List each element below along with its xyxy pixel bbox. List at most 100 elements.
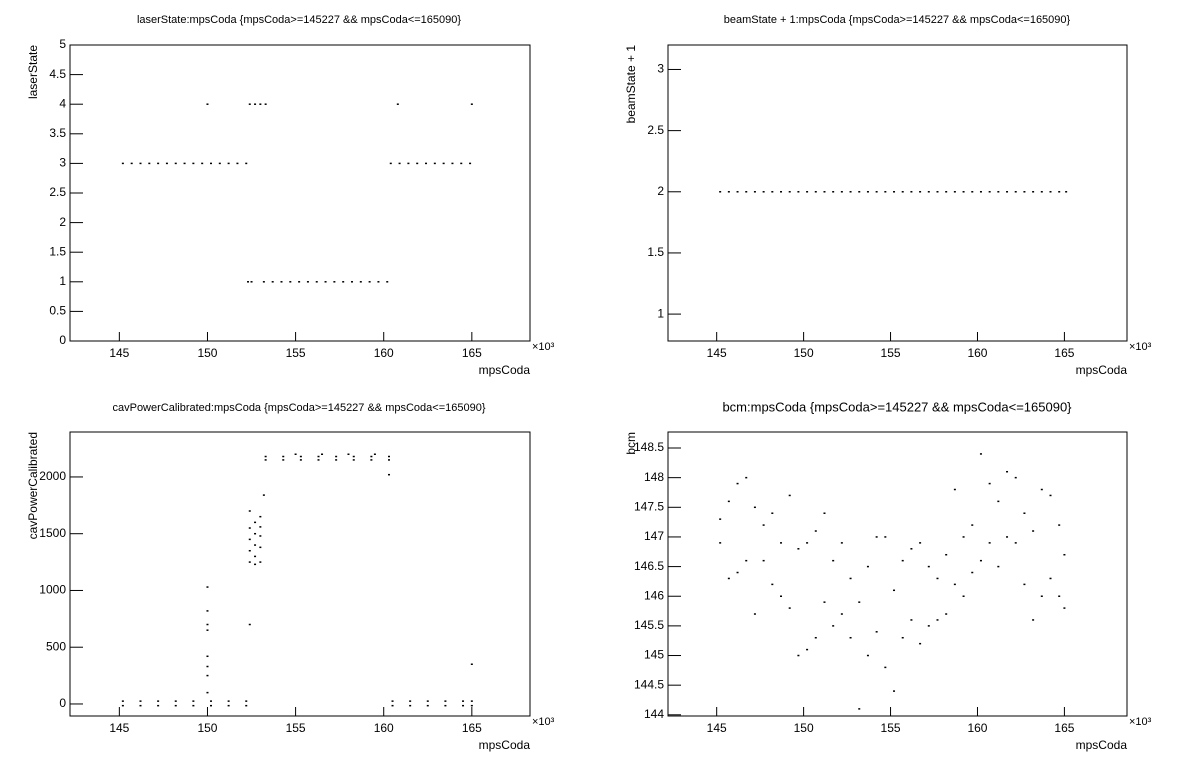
x-tick-label: 165 [462, 721, 482, 735]
point [264, 459, 267, 461]
point [1023, 191, 1026, 193]
point [945, 553, 948, 556]
point [971, 191, 974, 193]
point [1006, 191, 1009, 193]
y-tick-label: 0 [59, 333, 66, 347]
point [460, 162, 463, 165]
point [1058, 524, 1061, 526]
point [910, 548, 913, 550]
point [248, 561, 251, 563]
point [884, 666, 887, 669]
point [130, 162, 133, 165]
point [306, 281, 309, 283]
y-tick-label: 4.5 [49, 67, 66, 81]
x-tick-label: 160 [374, 346, 394, 360]
point [248, 549, 251, 552]
point [875, 191, 878, 193]
point [259, 526, 262, 528]
point [745, 559, 748, 562]
point [962, 191, 965, 193]
point [875, 631, 878, 633]
x-axis-label: mpsCoda [1076, 738, 1128, 752]
point [936, 577, 939, 580]
point [823, 512, 826, 514]
point [470, 704, 473, 707]
point [893, 191, 896, 193]
point [386, 281, 389, 283]
point [409, 700, 412, 702]
point [206, 691, 209, 694]
x-axis-label: mpsCoda [1076, 363, 1128, 377]
point [814, 191, 817, 193]
point [391, 700, 394, 702]
point [962, 595, 965, 597]
point [893, 589, 896, 592]
point [262, 281, 265, 283]
point [409, 704, 412, 707]
point [806, 191, 809, 193]
point [396, 103, 399, 105]
point [259, 535, 262, 537]
point [797, 654, 800, 657]
y-tick-label: 144.5 [634, 677, 664, 691]
point [227, 162, 230, 165]
point [988, 191, 991, 193]
point [347, 453, 350, 455]
point [1058, 595, 1061, 597]
point [206, 103, 209, 105]
x-tick-label: 150 [794, 721, 814, 735]
point [157, 704, 160, 707]
point [342, 281, 345, 283]
point [335, 455, 338, 458]
point [192, 700, 195, 702]
y-tick-label: 145.5 [634, 618, 664, 632]
point [388, 455, 391, 458]
point [866, 654, 869, 657]
point [248, 103, 251, 105]
point [953, 583, 956, 586]
point [245, 700, 248, 702]
point [962, 536, 965, 538]
point [280, 281, 283, 283]
point [823, 191, 826, 193]
point [264, 455, 267, 458]
point [788, 191, 791, 193]
x-tick-label: 155 [286, 721, 306, 735]
point [315, 281, 318, 283]
point [953, 191, 956, 193]
y-tick-label: 1 [657, 306, 664, 320]
point [254, 544, 257, 546]
point [247, 281, 250, 283]
point [1014, 542, 1017, 544]
point [209, 162, 212, 165]
y-axis-label: bcm [624, 432, 638, 455]
point [1006, 470, 1009, 473]
point [971, 524, 974, 526]
point [433, 162, 436, 165]
x-tick-label: 155 [881, 721, 901, 735]
point [988, 482, 991, 485]
point [771, 191, 774, 193]
point [245, 162, 248, 165]
point [866, 565, 869, 568]
y-tick-label: 148 [644, 470, 664, 484]
x-tick-label: 145 [707, 346, 727, 360]
point [736, 571, 739, 574]
point [788, 494, 791, 497]
plot-frame [667, 44, 1128, 342]
chart-panel: beamState + 1:mpsCoda {mpsCoda>=145227 &… [624, 14, 1151, 377]
y-tick-label: 145 [644, 648, 664, 662]
y-axis-label: cavPowerCalibrated [26, 432, 40, 539]
point [979, 191, 982, 193]
point [282, 459, 285, 461]
point [183, 162, 186, 165]
point [780, 542, 783, 544]
x-tick-label: 145 [109, 346, 129, 360]
y-tick-label: 1000 [39, 583, 66, 597]
point [875, 536, 878, 538]
point [745, 476, 748, 479]
point [139, 704, 142, 707]
point [919, 542, 922, 544]
point [442, 162, 445, 165]
